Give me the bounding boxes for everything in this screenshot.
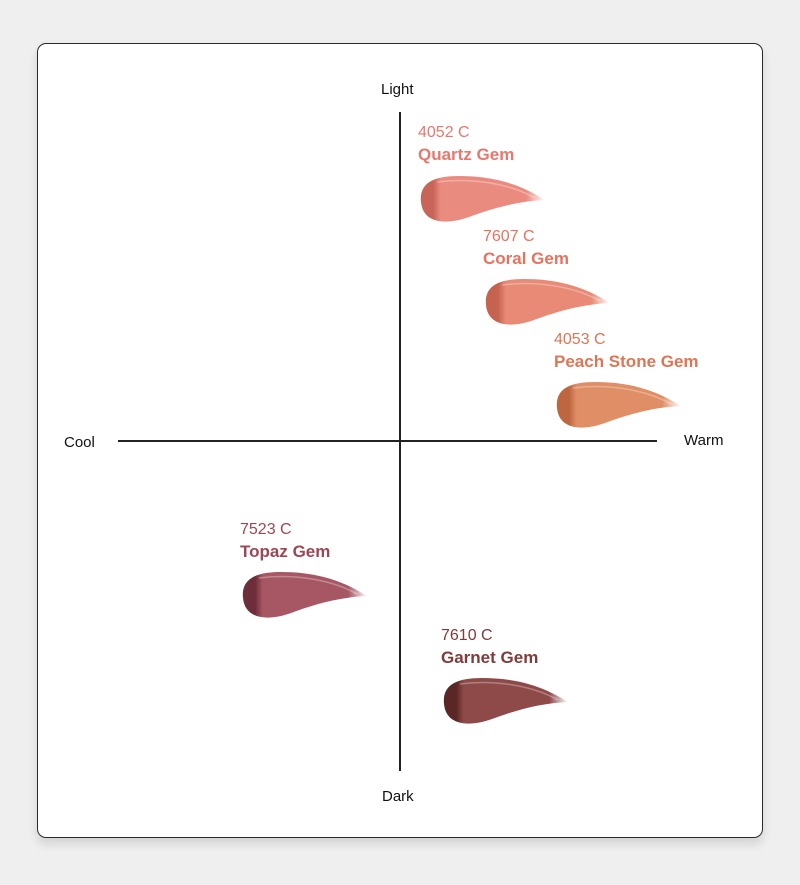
swatch-highlight xyxy=(501,282,601,302)
shade-quartz-gem: 4052 C Quartz Gem xyxy=(418,122,514,166)
shade-code: 7607 C xyxy=(483,228,535,245)
shade-code: 7523 C xyxy=(240,521,292,538)
axis-label-cool: Cool xyxy=(64,434,95,451)
shade-code: 7610 C xyxy=(441,627,493,644)
shade-coral-gem: 7607 C Coral Gem xyxy=(483,226,569,270)
shade-code: 4053 C xyxy=(554,331,606,348)
axis-label-dark: Dark xyxy=(382,788,414,805)
lipstick-swatch-shape xyxy=(420,176,545,222)
swatch-highlight xyxy=(258,575,358,595)
swatch-coral-gem xyxy=(485,279,610,325)
shade-topaz-gem: 7523 C Topaz Gem xyxy=(240,519,330,563)
swatch-quartz-gem xyxy=(420,176,545,222)
shade-garnet-gem: 7610 C Garnet Gem xyxy=(441,625,538,669)
shade-name: Quartz Gem xyxy=(418,145,515,164)
swatch-highlight xyxy=(459,681,559,701)
swatch-highlight xyxy=(436,179,536,199)
vertical-axis xyxy=(399,112,401,771)
shade-name: Coral Gem xyxy=(483,249,569,268)
lipstick-swatch-shape xyxy=(485,279,610,325)
swatch-topaz-gem xyxy=(242,572,367,618)
swatch-highlight xyxy=(572,385,672,405)
axis-label-warm: Warm xyxy=(684,432,724,449)
lipstick-swatch-shape xyxy=(443,678,568,724)
shade-name: Topaz Gem xyxy=(240,542,331,561)
lipstick-swatch-shape xyxy=(556,382,681,428)
swatch-garnet-gem xyxy=(443,678,568,724)
shade-name: Garnet Gem xyxy=(441,648,539,667)
shade-code: 4052 C xyxy=(418,124,470,141)
lipstick-swatch-shape xyxy=(242,572,367,618)
axis-label-light: Light xyxy=(381,81,414,98)
shade-name: Peach Stone Gem xyxy=(554,352,699,371)
shade-peach-stone-gem: 4053 C Peach Stone Gem xyxy=(554,329,699,373)
horizontal-axis xyxy=(118,440,657,442)
swatch-peach-stone-gem xyxy=(556,382,681,428)
